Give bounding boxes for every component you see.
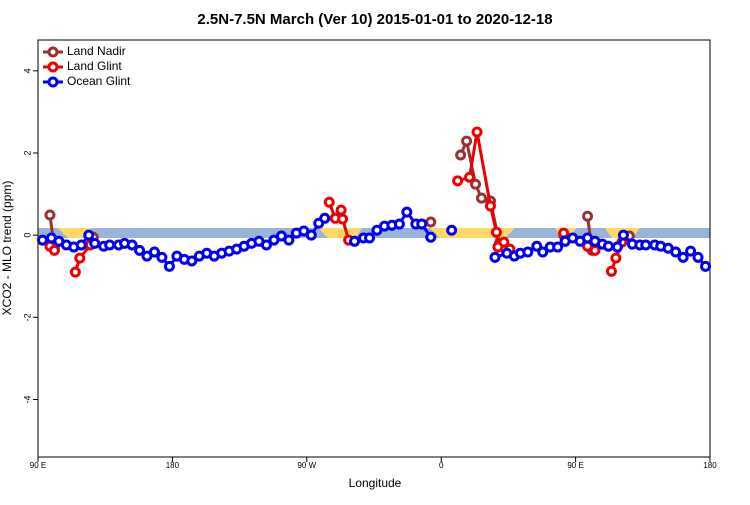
data-point: [489, 251, 501, 263]
data-point: [364, 232, 376, 244]
data-point: [74, 252, 86, 264]
data-point: [89, 237, 101, 249]
data-point: [470, 178, 482, 190]
data-point: [537, 246, 549, 258]
x-tick-label: 180: [703, 461, 717, 470]
x-tick-label: 0: [439, 461, 444, 470]
data-point: [455, 149, 467, 161]
data-point: [148, 246, 160, 258]
data-point: [425, 216, 437, 228]
data-point: [452, 175, 464, 187]
legend-marker: [47, 76, 59, 88]
legend-marker: [47, 46, 59, 58]
data-point: [640, 239, 652, 251]
legend-label: Ocean Glint: [67, 74, 131, 88]
data-point: [471, 126, 483, 138]
data-point: [44, 209, 56, 221]
data-point: [126, 239, 138, 251]
legend-label: Land Nadir: [67, 44, 126, 58]
data-point: [476, 192, 488, 204]
data-point: [484, 200, 496, 212]
data-point: [522, 246, 534, 258]
data-point: [36, 234, 48, 246]
data-point: [552, 241, 564, 253]
data-point: [305, 229, 317, 241]
data-point: [602, 240, 614, 252]
data-point: [186, 255, 198, 267]
data-point: [319, 212, 331, 224]
chart-title: 2.5N-7.5N March (Ver 10) 2015-01-01 to 2…: [197, 11, 552, 28]
data-point: [156, 251, 168, 263]
data-point: [700, 260, 712, 272]
y-tick-label: 0: [22, 233, 32, 238]
x-axis-label: Longitude: [349, 476, 402, 490]
data-point: [134, 244, 146, 256]
data-point: [416, 218, 428, 230]
data-point: [323, 196, 335, 208]
y-tick-label: -4: [22, 395, 32, 403]
data-point: [461, 135, 473, 147]
data-point: [69, 266, 81, 278]
y-tick-label: 2: [22, 150, 32, 155]
x-tick-label: 90 E: [30, 461, 46, 470]
data-point: [558, 227, 570, 239]
data-point: [83, 229, 95, 241]
data-point: [589, 244, 601, 256]
data-point: [401, 206, 413, 218]
y-tick-label: -2: [22, 313, 32, 321]
data-point: [611, 241, 623, 253]
land-strip: [430, 228, 515, 238]
data-point: [349, 235, 361, 247]
data-point: [283, 234, 295, 246]
data-point: [48, 244, 60, 256]
data-point: [670, 246, 682, 258]
x-tick-label: 180: [166, 461, 180, 470]
data-point: [337, 213, 349, 225]
y-axis-label: XCO2 - MLO trend (ppm): [0, 181, 14, 316]
data-point: [104, 239, 116, 251]
legend-label: Land Glint: [67, 59, 122, 73]
data-point: [490, 226, 502, 238]
x-tick-label: 90 W: [297, 461, 316, 470]
data-point: [610, 252, 622, 264]
data-point: [335, 204, 347, 216]
data-point: [685, 245, 697, 257]
plot-frame: [37, 39, 711, 458]
data-point: [498, 236, 510, 248]
data-point: [260, 239, 272, 251]
data-point: [446, 224, 458, 236]
data-point: [163, 260, 175, 272]
y-tick-label: 4: [22, 68, 32, 73]
legend-marker: [47, 61, 59, 73]
data-point: [692, 251, 704, 263]
data-point: [464, 171, 476, 183]
data-point: [425, 231, 437, 243]
x-tick-label: 90 E: [567, 461, 583, 470]
data-point: [393, 218, 405, 230]
data-point: [677, 251, 689, 263]
data-point: [75, 239, 87, 251]
data-point: [605, 265, 617, 277]
data-point: [582, 210, 594, 222]
data-point: [617, 229, 629, 241]
